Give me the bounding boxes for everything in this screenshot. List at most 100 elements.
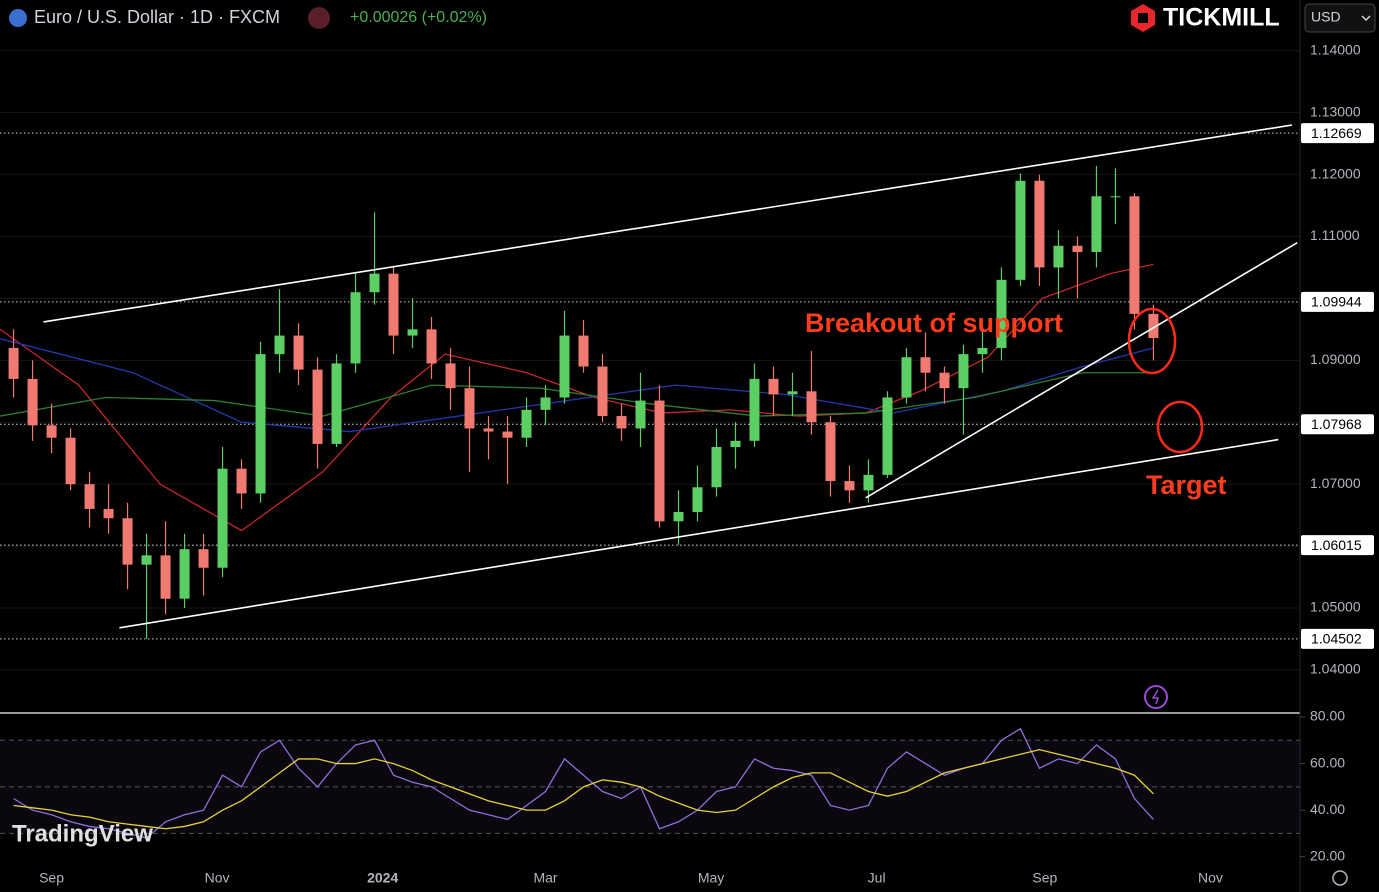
breakout-circle	[1127, 307, 1177, 375]
candle-body	[179, 549, 190, 599]
x-tick-label: Nov	[205, 870, 230, 886]
candle-body	[578, 335, 589, 367]
candle-body	[692, 487, 703, 513]
y-tick-label: 20.00	[1310, 847, 1345, 863]
level-label-box	[1301, 628, 1374, 649]
level-label-box	[1301, 291, 1374, 312]
candle-body	[1015, 180, 1026, 280]
y-tick-label: 1.05000	[1310, 599, 1361, 615]
candle-body	[654, 400, 665, 522]
moving-average	[0, 372, 1154, 417]
x-tick-label: Nov	[1198, 870, 1223, 886]
candle-body	[1091, 196, 1102, 252]
candle-body	[217, 468, 228, 568]
candle-body	[46, 425, 57, 438]
x-tick-label: Sep	[1032, 870, 1057, 886]
candle-body	[901, 357, 912, 398]
candle-body	[635, 400, 646, 429]
candle-body	[863, 474, 874, 491]
annotation: Target	[1146, 470, 1227, 500]
candle-body	[464, 388, 475, 429]
candle-body	[996, 279, 1007, 348]
candle-body	[274, 335, 285, 355]
level-label-box	[1301, 123, 1374, 144]
candle-body	[787, 391, 798, 395]
broker-name: TICKMILL	[1163, 4, 1280, 32]
candle-body	[806, 391, 817, 423]
candle-body	[388, 273, 399, 336]
candle-body	[8, 347, 19, 379]
candle-body	[673, 512, 684, 522]
symbol: Euro / U.S. Dollar · 1D · FXCM	[34, 7, 280, 27]
broker-logo-inner	[1138, 13, 1148, 23]
x-tick-label: May	[698, 870, 724, 886]
candle-body	[920, 357, 931, 373]
target-circle	[1156, 400, 1204, 454]
candle-body	[407, 329, 418, 336]
candle-body	[502, 431, 513, 438]
currency[interactable]: USD	[1311, 9, 1341, 25]
annotation: Breakout of support	[805, 308, 1063, 338]
candle-body	[369, 273, 380, 293]
indicator-icon[interactable]	[308, 7, 330, 29]
level-label: 1.09944	[1311, 294, 1362, 310]
y-tick-label: 40.00	[1310, 801, 1345, 817]
candle-body	[426, 329, 437, 364]
candle-body	[521, 409, 532, 438]
y-tick-label: 1.13000	[1310, 103, 1361, 119]
candle-body	[141, 555, 152, 565]
watermark: TradingView	[12, 820, 153, 847]
y-tick-label: 1.07000	[1310, 475, 1361, 491]
settings-icon[interactable]	[1332, 870, 1348, 886]
candle-body	[1110, 196, 1121, 198]
level-label-box	[1301, 535, 1374, 556]
level-label: 1.06015	[1311, 537, 1362, 553]
candle-body	[844, 481, 855, 491]
candle-body	[1053, 245, 1064, 268]
level-label: 1.04502	[1311, 631, 1362, 647]
candle-body	[445, 363, 456, 389]
candle-body	[103, 508, 114, 519]
y-tick-label: 1.12000	[1310, 165, 1361, 181]
level-label-box	[1301, 414, 1374, 435]
candle-body	[331, 363, 342, 444]
moving-average	[0, 338, 1154, 433]
candle-body	[939, 372, 950, 389]
rsi-line	[13, 748, 1154, 830]
candle-body	[1072, 245, 1083, 252]
y-tick-label: 1.11000	[1310, 227, 1360, 243]
x-tick-label: 2024	[367, 870, 398, 886]
alert-icon[interactable]	[1144, 685, 1168, 709]
y-tick-label: 80.00	[1310, 708, 1345, 724]
candle-body	[1034, 180, 1045, 268]
candle-body	[597, 366, 608, 417]
y-tick-label: 1.14000	[1310, 41, 1361, 57]
candle-body	[1148, 313, 1159, 339]
symbol-icon	[9, 9, 27, 27]
level-label: 1.12669	[1311, 125, 1362, 141]
candle-body	[958, 354, 969, 389]
x-tick-label: Sep	[39, 870, 64, 886]
trendline	[865, 242, 1298, 499]
candle-body	[825, 422, 836, 482]
candle-body	[540, 397, 551, 410]
price-change: +0.00026 (+0.02%)	[350, 9, 487, 26]
candle-body	[236, 468, 247, 494]
x-tick-label: Jul	[868, 870, 886, 886]
x-tick-label: Mar	[533, 870, 557, 886]
level-label: 1.07968	[1311, 416, 1362, 432]
candle-body	[768, 378, 779, 395]
y-tick-label: 1.04000	[1310, 661, 1361, 677]
dropdown-arrow	[1361, 15, 1371, 22]
candle-body	[483, 428, 494, 432]
trendline	[43, 124, 1292, 323]
candle-body	[65, 437, 76, 485]
currency-select[interactable]	[1304, 3, 1376, 33]
candle-body	[255, 354, 266, 494]
y-tick-label: 1.09000	[1310, 351, 1361, 367]
candle-body	[27, 378, 38, 426]
candle-body	[312, 369, 323, 444]
candle-body	[730, 440, 741, 448]
candle-body	[1129, 196, 1140, 314]
